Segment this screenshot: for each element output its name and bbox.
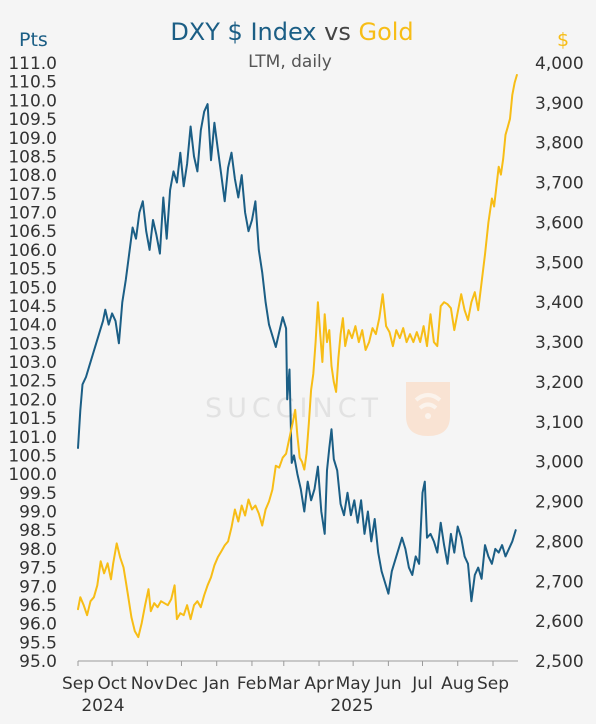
left-tick-label: 96.0 — [19, 615, 57, 635]
watermark-logo-icon — [406, 382, 450, 436]
left-tick-label: 97.0 — [19, 577, 57, 597]
left-tick-label: 95.5 — [19, 633, 57, 653]
right-axis-unit: $ — [557, 29, 569, 51]
left-tick-label: 101.0 — [8, 428, 57, 448]
left-axis-unit: Pts — [19, 29, 48, 51]
right-tick-label: 2,900 — [535, 493, 584, 513]
left-tick-label: 109.0 — [8, 129, 57, 149]
left-tick-label: 99.0 — [19, 503, 57, 523]
year-label-2024: 2024 — [81, 696, 124, 716]
right-tick-label: 2,800 — [535, 532, 584, 552]
title-vs: vs — [317, 18, 359, 46]
right-tick-label: 2,600 — [535, 612, 584, 632]
right-tick-label: 2,500 — [535, 652, 584, 672]
right-tick-label: 3,200 — [535, 373, 584, 393]
x-tick-label: Jul — [411, 674, 433, 694]
left-tick-label: 108.0 — [8, 166, 57, 186]
left-tick-label: 111.0 — [8, 54, 57, 74]
x-tick-label: Nov — [131, 674, 164, 694]
left-tick-label: 95.0 — [19, 652, 57, 672]
left-tick-label: 107.5 — [8, 185, 57, 205]
left-tick-label: 106.5 — [8, 222, 57, 242]
left-tick-label: 97.5 — [19, 559, 57, 579]
left-tick-label: 110.5 — [8, 73, 57, 93]
dxy-series-line — [78, 104, 516, 601]
right-tick-label: 3,000 — [535, 453, 584, 473]
left-tick-label: 103.5 — [8, 334, 57, 354]
left-tick-label: 96.5 — [19, 596, 57, 616]
year-label-2025: 2025 — [330, 696, 373, 716]
left-tick-label: 102.5 — [8, 372, 57, 392]
x-tick-label: Oct — [97, 674, 127, 694]
x-tick-label: Jun — [374, 674, 402, 694]
x-tick-label: Dec — [165, 674, 198, 694]
x-tick-label: Aug — [441, 674, 474, 694]
right-tick-label: 3,400 — [535, 293, 584, 313]
x-tick-label: May — [336, 674, 371, 694]
chart-subtitle: LTM, daily — [248, 52, 332, 72]
left-tick-label: 104.0 — [8, 316, 57, 336]
right-tick-label: 3,100 — [535, 413, 584, 433]
right-tick-label: 3,900 — [535, 94, 584, 114]
x-tick-label: Jan — [203, 674, 230, 694]
x-tick-label: Sep — [477, 674, 509, 694]
watermark: SUCCINCT — [205, 382, 450, 436]
x-tick-label: Apr — [304, 674, 333, 694]
left-tick-label: 109.5 — [8, 110, 57, 130]
left-tick-label: 105.0 — [8, 278, 57, 298]
left-tick-label: 98.0 — [19, 540, 57, 560]
right-tick-label: 2,700 — [535, 572, 584, 592]
right-tick-label: 3,600 — [535, 213, 584, 233]
left-tick-label: 103.0 — [8, 353, 57, 373]
left-tick-label: 106.0 — [8, 241, 57, 261]
left-tick-label: 98.5 — [19, 521, 57, 541]
left-tick-label: 100.5 — [8, 446, 57, 466]
right-tick-label: 3,800 — [535, 134, 584, 154]
right-tick-label: 3,300 — [535, 333, 584, 353]
x-tick-label: Mar — [268, 674, 300, 694]
x-tick-label: Feb — [237, 674, 267, 694]
left-tick-label: 102.0 — [8, 390, 57, 410]
gold-series-line — [78, 75, 517, 637]
left-tick-label: 107.0 — [8, 204, 57, 224]
chart-title: DXY $ Index vs Gold — [170, 18, 413, 46]
left-tick-label: 100.0 — [8, 465, 57, 485]
plot-lines — [78, 75, 517, 637]
left-tick-label: 104.5 — [8, 297, 57, 317]
right-axis-ticks: 2,500 2,600 2,700 2,800 2,900 3,000 3,100 3,200… — [535, 54, 584, 672]
left-tick-label: 108.5 — [8, 147, 57, 167]
left-tick-label: 99.5 — [19, 484, 57, 504]
right-tick-label: 3,700 — [535, 174, 584, 194]
left-axis-ticks: 95.095.596.096.597.097.598.098.599.099.5… — [8, 54, 57, 672]
title-dxy: DXY $ Index — [170, 18, 316, 46]
right-tick-label: 4,000 — [535, 54, 584, 74]
left-tick-label: 110.0 — [8, 91, 57, 111]
x-tick-label: Sep — [62, 674, 94, 694]
left-tick-label: 101.5 — [8, 409, 57, 429]
left-tick-label: 105.5 — [8, 260, 57, 280]
x-axis: Sep Oct Nov Dec Jan Feb Mar Apr May Jun Jul Aug Sep — [62, 661, 518, 694]
title-gold: Gold — [358, 18, 413, 46]
right-tick-label: 3,500 — [535, 253, 584, 273]
